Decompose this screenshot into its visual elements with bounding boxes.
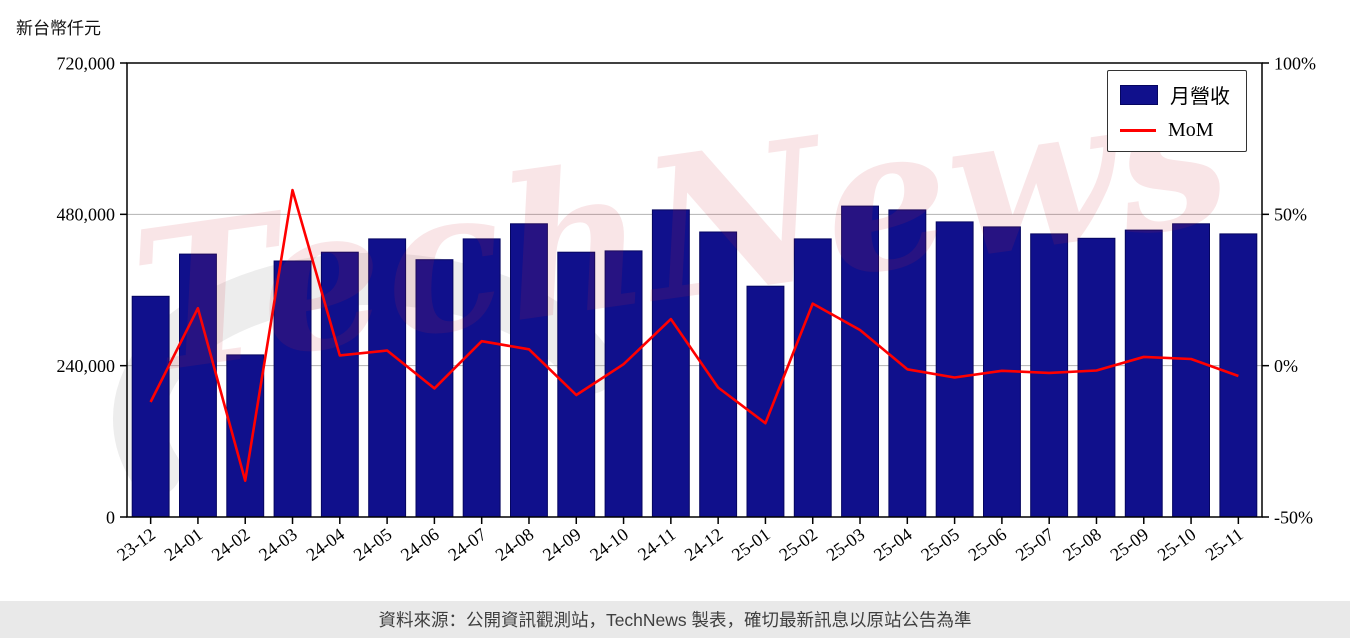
revenue-bar	[1124, 229, 1163, 518]
x-axis-tick-label: 24-03	[255, 524, 301, 565]
mom-line	[149, 188, 1239, 483]
revenue-bar	[1077, 237, 1116, 518]
revenue-bar	[510, 223, 548, 518]
revenue-bar	[462, 238, 501, 518]
x-axis-tick-label: 24-02	[208, 524, 254, 565]
bar-swatch-icon	[1120, 84, 1158, 105]
x-axis-tick-label: 24-01	[161, 524, 207, 565]
gridlines	[127, 213, 1262, 367]
revenue-bar	[320, 251, 359, 518]
revenue-bar	[1172, 223, 1210, 518]
legend-item-mom: MoM	[1120, 119, 1230, 142]
legend-item-revenue: 月營收	[1120, 80, 1230, 109]
x-axis-tick-label: 25-08	[1059, 524, 1105, 565]
x-axis-tick-label: 24-10	[586, 524, 632, 565]
x-axis-tick-label: 23-12	[113, 524, 159, 565]
x-axis-tick-label: 25-05	[917, 524, 963, 565]
revenue-bar	[604, 250, 643, 518]
source-footer: 資料來源：公開資訊觀測站，TechNews 製表，確切最新訊息以原站公告為準	[0, 601, 1350, 638]
x-axis-tick-label: 24-12	[681, 524, 727, 565]
left-axis-title: 新台幣仟元	[16, 19, 101, 38]
x-axis-tick-label: 24-09	[539, 524, 585, 565]
revenue-bar	[651, 209, 690, 518]
revenue-bar	[699, 231, 738, 518]
x-axis-tick-label: 24-05	[350, 524, 396, 565]
x-axis-tick-label: 25-11	[1202, 524, 1247, 564]
revenue-mom-chart: 0 240,000 480,000 720,000 -50% 0% 50% 100% 23-12…	[57, 53, 1317, 565]
revenue-bar	[368, 238, 407, 518]
left-axis-tick-label: 0	[106, 507, 115, 527]
revenue-bar	[273, 260, 312, 518]
revenue-bar	[131, 295, 170, 518]
x-axis-tick-label: 24-06	[397, 524, 443, 565]
revenue-bar	[1030, 233, 1069, 518]
bars-monthly-revenue	[131, 205, 1258, 518]
right-axis-tick-label: -50%	[1274, 507, 1313, 527]
right-axis-tick-label: 0%	[1274, 356, 1298, 376]
revenue-bar	[793, 238, 832, 518]
legend-label-revenue: 月營收	[1170, 86, 1230, 108]
x-axis-tick-label: 25-10	[1154, 524, 1200, 565]
x-axis-tick-label: 25-01	[728, 524, 774, 565]
left-axis-tick-label: 480,000	[57, 205, 116, 225]
right-axis-tick-label: 100%	[1274, 53, 1316, 73]
x-axis-tick-label: 25-02	[775, 524, 821, 565]
right-axis-tick-label: 50%	[1274, 205, 1307, 225]
revenue-bar	[888, 209, 927, 518]
x-axis-tick-label: 24-11	[634, 524, 679, 564]
x-axis-tick-label: 25-06	[965, 524, 1011, 565]
x-axis-tick-label: 24-07	[444, 524, 490, 565]
chart-legend: 月營收 MoM	[1107, 70, 1247, 152]
revenue-bar	[841, 205, 879, 518]
left-axis-tick-label: 720,000	[57, 53, 116, 73]
x-axis-tick-label: 25-03	[823, 524, 869, 565]
x-axis-tick-label: 25-09	[1106, 524, 1152, 565]
revenue-bar	[935, 221, 974, 518]
revenue-bar	[746, 285, 785, 518]
revenue-bar	[557, 251, 596, 518]
left-axis-tick-label: 240,000	[57, 356, 116, 376]
x-axis-tick-label: 24-08	[492, 524, 538, 565]
revenue-bar	[179, 253, 217, 518]
line-swatch-icon	[1120, 129, 1156, 132]
x-axis-tick-label: 25-07	[1012, 524, 1058, 565]
x-axis-tick-label: 24-04	[302, 524, 348, 565]
legend-label-mom: MoM	[1168, 119, 1214, 141]
plot-border	[126, 62, 1263, 518]
x-axis-tick-label: 25-04	[870, 524, 916, 565]
